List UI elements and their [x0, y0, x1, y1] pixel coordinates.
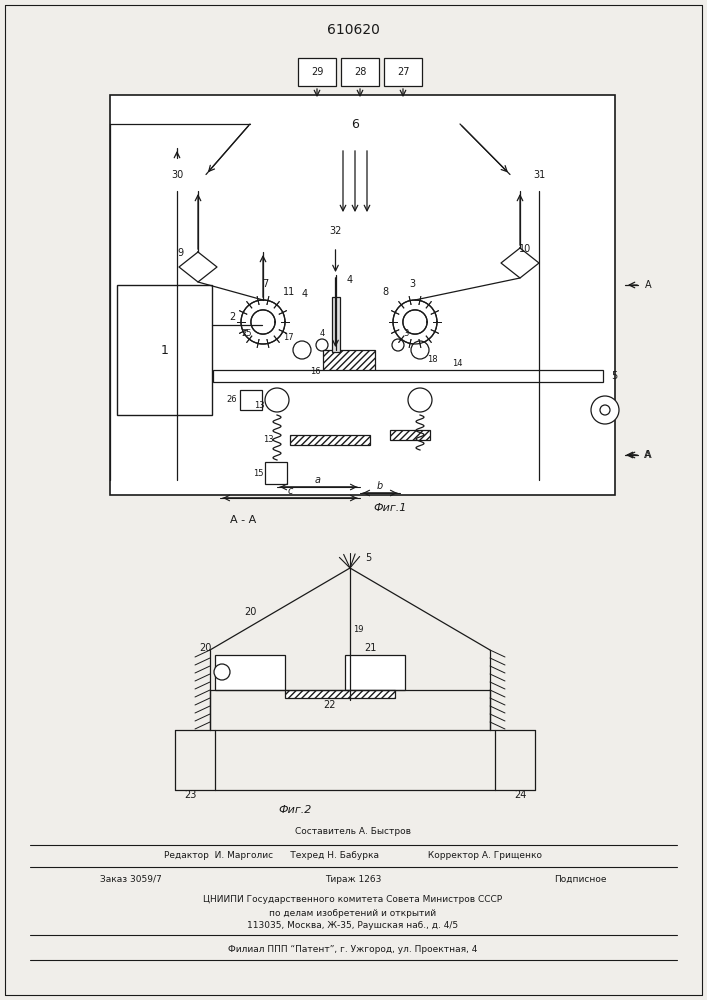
Text: 7: 7 — [262, 279, 268, 289]
Text: Редактор  И. Марголис      Техред Н. Бабурка                 Корректор А. Грищен: Редактор И. Марголис Техред Н. Бабурка К… — [164, 850, 542, 859]
Bar — [250, 100, 460, 148]
Text: 22: 22 — [324, 700, 337, 710]
Text: 10: 10 — [519, 244, 531, 254]
Bar — [384, 58, 422, 86]
Text: Фиг.1: Фиг.1 — [373, 503, 407, 513]
Text: 4: 4 — [320, 328, 325, 338]
Circle shape — [411, 341, 429, 359]
Text: Тираж 1263: Тираж 1263 — [325, 874, 381, 884]
Text: 15: 15 — [252, 468, 263, 478]
Bar — [110, 95, 615, 495]
Text: 6: 6 — [351, 117, 359, 130]
Text: Фиг.2: Фиг.2 — [279, 805, 312, 815]
Text: 23: 23 — [184, 790, 196, 800]
Bar — [298, 58, 336, 86]
Text: А: А — [644, 450, 650, 460]
Circle shape — [591, 396, 619, 424]
Text: 11: 11 — [283, 287, 295, 297]
Bar — [323, 350, 375, 378]
Text: А: А — [645, 280, 652, 290]
Text: 20: 20 — [199, 643, 211, 653]
Bar — [510, 158, 568, 191]
Circle shape — [393, 300, 437, 344]
Text: 4: 4 — [346, 275, 353, 285]
Text: 13: 13 — [263, 436, 274, 444]
Bar — [390, 430, 430, 440]
Text: 14: 14 — [452, 359, 462, 367]
Bar — [285, 690, 395, 698]
Text: 113035, Москва, Ж-35, Раушская наб., д. 4/5: 113035, Москва, Ж-35, Раушская наб., д. … — [247, 922, 459, 930]
Text: 29: 29 — [311, 67, 323, 77]
Bar — [308, 215, 363, 247]
Text: a: a — [315, 475, 321, 485]
Bar — [332, 297, 339, 352]
Text: А: А — [645, 450, 652, 460]
Text: Заказ 3059/7: Заказ 3059/7 — [100, 874, 162, 884]
Text: 5: 5 — [365, 553, 371, 563]
Text: по делам изобретений и открытий: по делам изобретений и открытий — [269, 910, 436, 918]
Text: 1: 1 — [160, 344, 168, 357]
Circle shape — [392, 339, 404, 351]
Text: 9: 9 — [177, 248, 183, 258]
Circle shape — [403, 310, 427, 334]
Text: 4: 4 — [302, 289, 308, 299]
Text: 3: 3 — [409, 279, 415, 289]
Text: 13: 13 — [254, 400, 264, 410]
Text: Подписное: Подписное — [554, 874, 606, 884]
Text: 16: 16 — [310, 367, 320, 376]
Circle shape — [265, 388, 289, 412]
Text: 27: 27 — [397, 67, 409, 77]
Circle shape — [408, 388, 432, 412]
Text: Составитель А. Быстров: Составитель А. Быстров — [295, 828, 411, 836]
Circle shape — [251, 310, 275, 334]
Bar — [117, 285, 212, 415]
Circle shape — [241, 300, 285, 344]
Text: 2: 2 — [229, 312, 235, 322]
Bar — [213, 370, 603, 382]
Text: 8: 8 — [382, 287, 388, 297]
Text: 610620: 610620 — [327, 23, 380, 37]
Text: c: c — [287, 486, 293, 496]
Text: 19: 19 — [353, 626, 363, 635]
Text: 3: 3 — [403, 328, 409, 338]
Circle shape — [600, 405, 610, 415]
Text: 26: 26 — [227, 395, 238, 404]
Bar — [265, 462, 287, 484]
Text: 17: 17 — [283, 332, 293, 342]
Text: 24: 24 — [514, 790, 526, 800]
Bar — [215, 655, 285, 690]
Text: 25: 25 — [242, 328, 252, 338]
Bar — [240, 390, 262, 410]
Text: Филиал ППП “Патент”, г. Ужгород, ул. Проектная, 4: Филиал ППП “Патент”, г. Ужгород, ул. Про… — [228, 946, 478, 954]
Bar — [345, 655, 405, 690]
Text: 31: 31 — [533, 169, 545, 180]
Circle shape — [316, 339, 328, 351]
Bar — [341, 58, 379, 86]
Bar — [148, 158, 206, 191]
Bar — [290, 435, 370, 445]
Text: 21: 21 — [364, 643, 376, 653]
Text: 32: 32 — [329, 226, 341, 236]
Text: 5: 5 — [611, 371, 617, 381]
Circle shape — [214, 664, 230, 680]
Circle shape — [293, 341, 311, 359]
Text: 28: 28 — [354, 67, 366, 77]
Text: 18: 18 — [427, 356, 438, 364]
Text: А - А: А - А — [230, 515, 256, 525]
Text: ЦНИИПИ Государственного комитета Совета Министров СССР: ЦНИИПИ Государственного комитета Совета … — [204, 896, 503, 904]
Text: b: b — [377, 481, 383, 491]
Text: 20: 20 — [244, 607, 256, 617]
Text: 30: 30 — [171, 169, 183, 180]
